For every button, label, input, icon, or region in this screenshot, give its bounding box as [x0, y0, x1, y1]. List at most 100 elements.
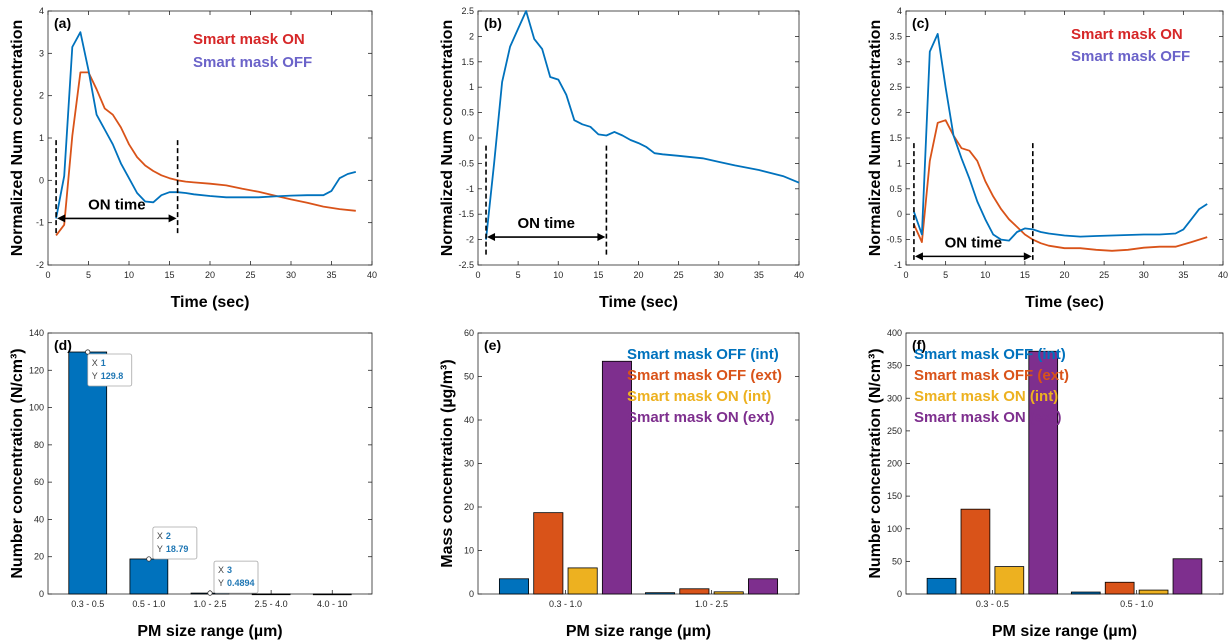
x-tick-label: 0.5 - 1.0 — [132, 599, 165, 609]
y-tick-label: 40 — [464, 415, 474, 425]
series-line-smart-mask-on — [55, 71, 356, 236]
x-tick-label: 40 — [1218, 270, 1228, 280]
panel-label: (c) — [912, 15, 929, 31]
bar-smart-mask-off-ext--0 — [533, 512, 564, 595]
x-tick-label: 35 — [754, 270, 764, 280]
y-tick-label: 200 — [887, 459, 902, 469]
bar-value-4 — [312, 593, 352, 596]
datatip-box — [152, 526, 198, 560]
x-tick-label: 5 — [516, 270, 521, 280]
datatip-x-label: X — [218, 565, 224, 575]
y-axis-label: Number concentration (N/cm³) — [9, 348, 26, 578]
x-tick-label: 25 — [245, 270, 255, 280]
arrow-head-right — [597, 233, 606, 242]
legend-entry: Smart mask OFF (ext) — [914, 367, 1069, 384]
x-tick-label: 20 — [633, 270, 643, 280]
x-tick-label: 0.3 - 0.5 — [71, 599, 104, 609]
y-tick-label: 2 — [897, 108, 902, 118]
y-tick-label: -1 — [36, 218, 44, 228]
y-tick-label: 0 — [469, 133, 474, 143]
y-tick-label: 0 — [39, 589, 44, 599]
x-tick-label: 20 — [205, 270, 215, 280]
y-tick-label: 60 — [464, 328, 474, 338]
y-tick-label: 1 — [39, 133, 44, 143]
datatip: X 1Y 129.8 — [87, 353, 133, 387]
y-tick-label: 120 — [29, 365, 44, 375]
legend-entry: Smart mask ON (ext) — [914, 409, 1062, 426]
bar-smart-mask-off-ext--1 — [679, 588, 710, 595]
y-tick-label: -1 — [894, 260, 902, 270]
x-tick-label: 4.0 - 10 — [317, 599, 348, 609]
y-axis-label: Mass concentration (µg/m³) — [439, 359, 456, 567]
y-tick-label: 2 — [469, 31, 474, 41]
y-tick-label: 250 — [887, 426, 902, 436]
axes-box — [477, 10, 800, 266]
on-time-label: ON time — [517, 215, 575, 232]
y-tick-label: -2 — [36, 260, 44, 270]
x-tick-label: 30 — [1139, 270, 1149, 280]
panel-f: 0 50 100 150 200 250 300 350 400 PM size range (µ… — [867, 328, 1224, 640]
y-tick-label: -1 — [466, 184, 474, 194]
x-tick-label: 1.0 - 2.5 — [193, 599, 226, 609]
x-tick-label: 5 — [943, 270, 948, 280]
x-tick-label: 35 — [1178, 270, 1188, 280]
y-tick-label: 3.5 — [889, 31, 902, 41]
bar-value-0 — [68, 351, 108, 595]
y-tick-label: 0 — [897, 589, 902, 599]
y-tick-label: -0.5 — [458, 158, 474, 168]
y-tick-label: 300 — [887, 393, 902, 403]
x-tick-label: 30 — [714, 270, 724, 280]
bar-smart-mask-off-int--0 — [498, 578, 529, 595]
x-tick-label: 0.3 - 0.5 — [976, 599, 1009, 609]
y-tick-label: 1.5 — [461, 57, 474, 67]
datatip-x-value: 2 — [166, 531, 171, 541]
datatip-y-label: Y — [92, 371, 98, 381]
panel-label: (e) — [484, 337, 501, 353]
series-line-smart-mask-off — [913, 33, 1208, 242]
bar-smart-mask-on-int--0 — [567, 567, 598, 595]
y-axis-label: Normalized Num concentration — [867, 20, 884, 256]
y-tick-label: 40 — [34, 514, 44, 524]
x-tick-label: 40 — [367, 270, 377, 280]
y-tick-label: 3 — [39, 48, 44, 58]
datatip-y-value: 129.8 — [101, 371, 124, 381]
axes-box — [905, 332, 1224, 595]
arrow-head-right — [1023, 252, 1032, 261]
datatip-box — [213, 560, 259, 594]
y-tick-label: 150 — [887, 491, 902, 501]
datatip-x-label: X — [92, 358, 98, 368]
datatip-marker — [146, 556, 152, 562]
legend-entry: Smart mask ON — [1071, 26, 1183, 43]
panel-label: (f) — [912, 337, 926, 353]
panel-d: 0 20 40 60 80 100 120 140 PM size range (µm) Numb… — [9, 328, 373, 640]
y-axis-label: Number concentration (N/cm³) — [867, 348, 884, 578]
x-tick-label: 10 — [553, 270, 563, 280]
x-tick-label: 10 — [124, 270, 134, 280]
bar-smart-mask-on-ext--0 — [601, 360, 632, 595]
y-tick-label: 0 — [897, 209, 902, 219]
bar-value-3 — [251, 593, 291, 596]
bar-smart-mask-on-ext--1 — [748, 578, 779, 595]
datatip-marker — [207, 590, 213, 596]
panel-label: (d) — [54, 337, 72, 353]
y-tick-label: 0.5 — [889, 184, 902, 194]
x-tick-label: 10 — [980, 270, 990, 280]
datatip: X 3Y 0.4894 — [213, 560, 259, 594]
y-tick-label: 1.5 — [889, 133, 902, 143]
legend-entry: Smart mask ON (int) — [914, 388, 1058, 405]
bar-smart-mask-on-int--0 — [994, 566, 1025, 595]
y-axis-label: Normalized Num concentration — [9, 20, 26, 256]
x-tick-label: 25 — [1099, 270, 1109, 280]
datatip-x-value: 3 — [227, 565, 232, 575]
x-axis-label: PM size range (µm) — [566, 623, 711, 640]
x-tick-label: 30 — [286, 270, 296, 280]
y-tick-label: 1 — [897, 158, 902, 168]
panel-label: (a) — [54, 15, 71, 31]
axes-box — [47, 10, 373, 266]
legend-entry: Smart mask OFF (ext) — [627, 367, 782, 384]
bar-smart-mask-off-ext--1 — [1104, 581, 1135, 595]
x-tick-label: 15 — [164, 270, 174, 280]
panel-c: -1 -0.5 0 0.5 1 1.5 2 2.5 3 3.5 4 Time (sec) Normali… — [867, 6, 1228, 311]
panel-label: (b) — [484, 15, 502, 31]
